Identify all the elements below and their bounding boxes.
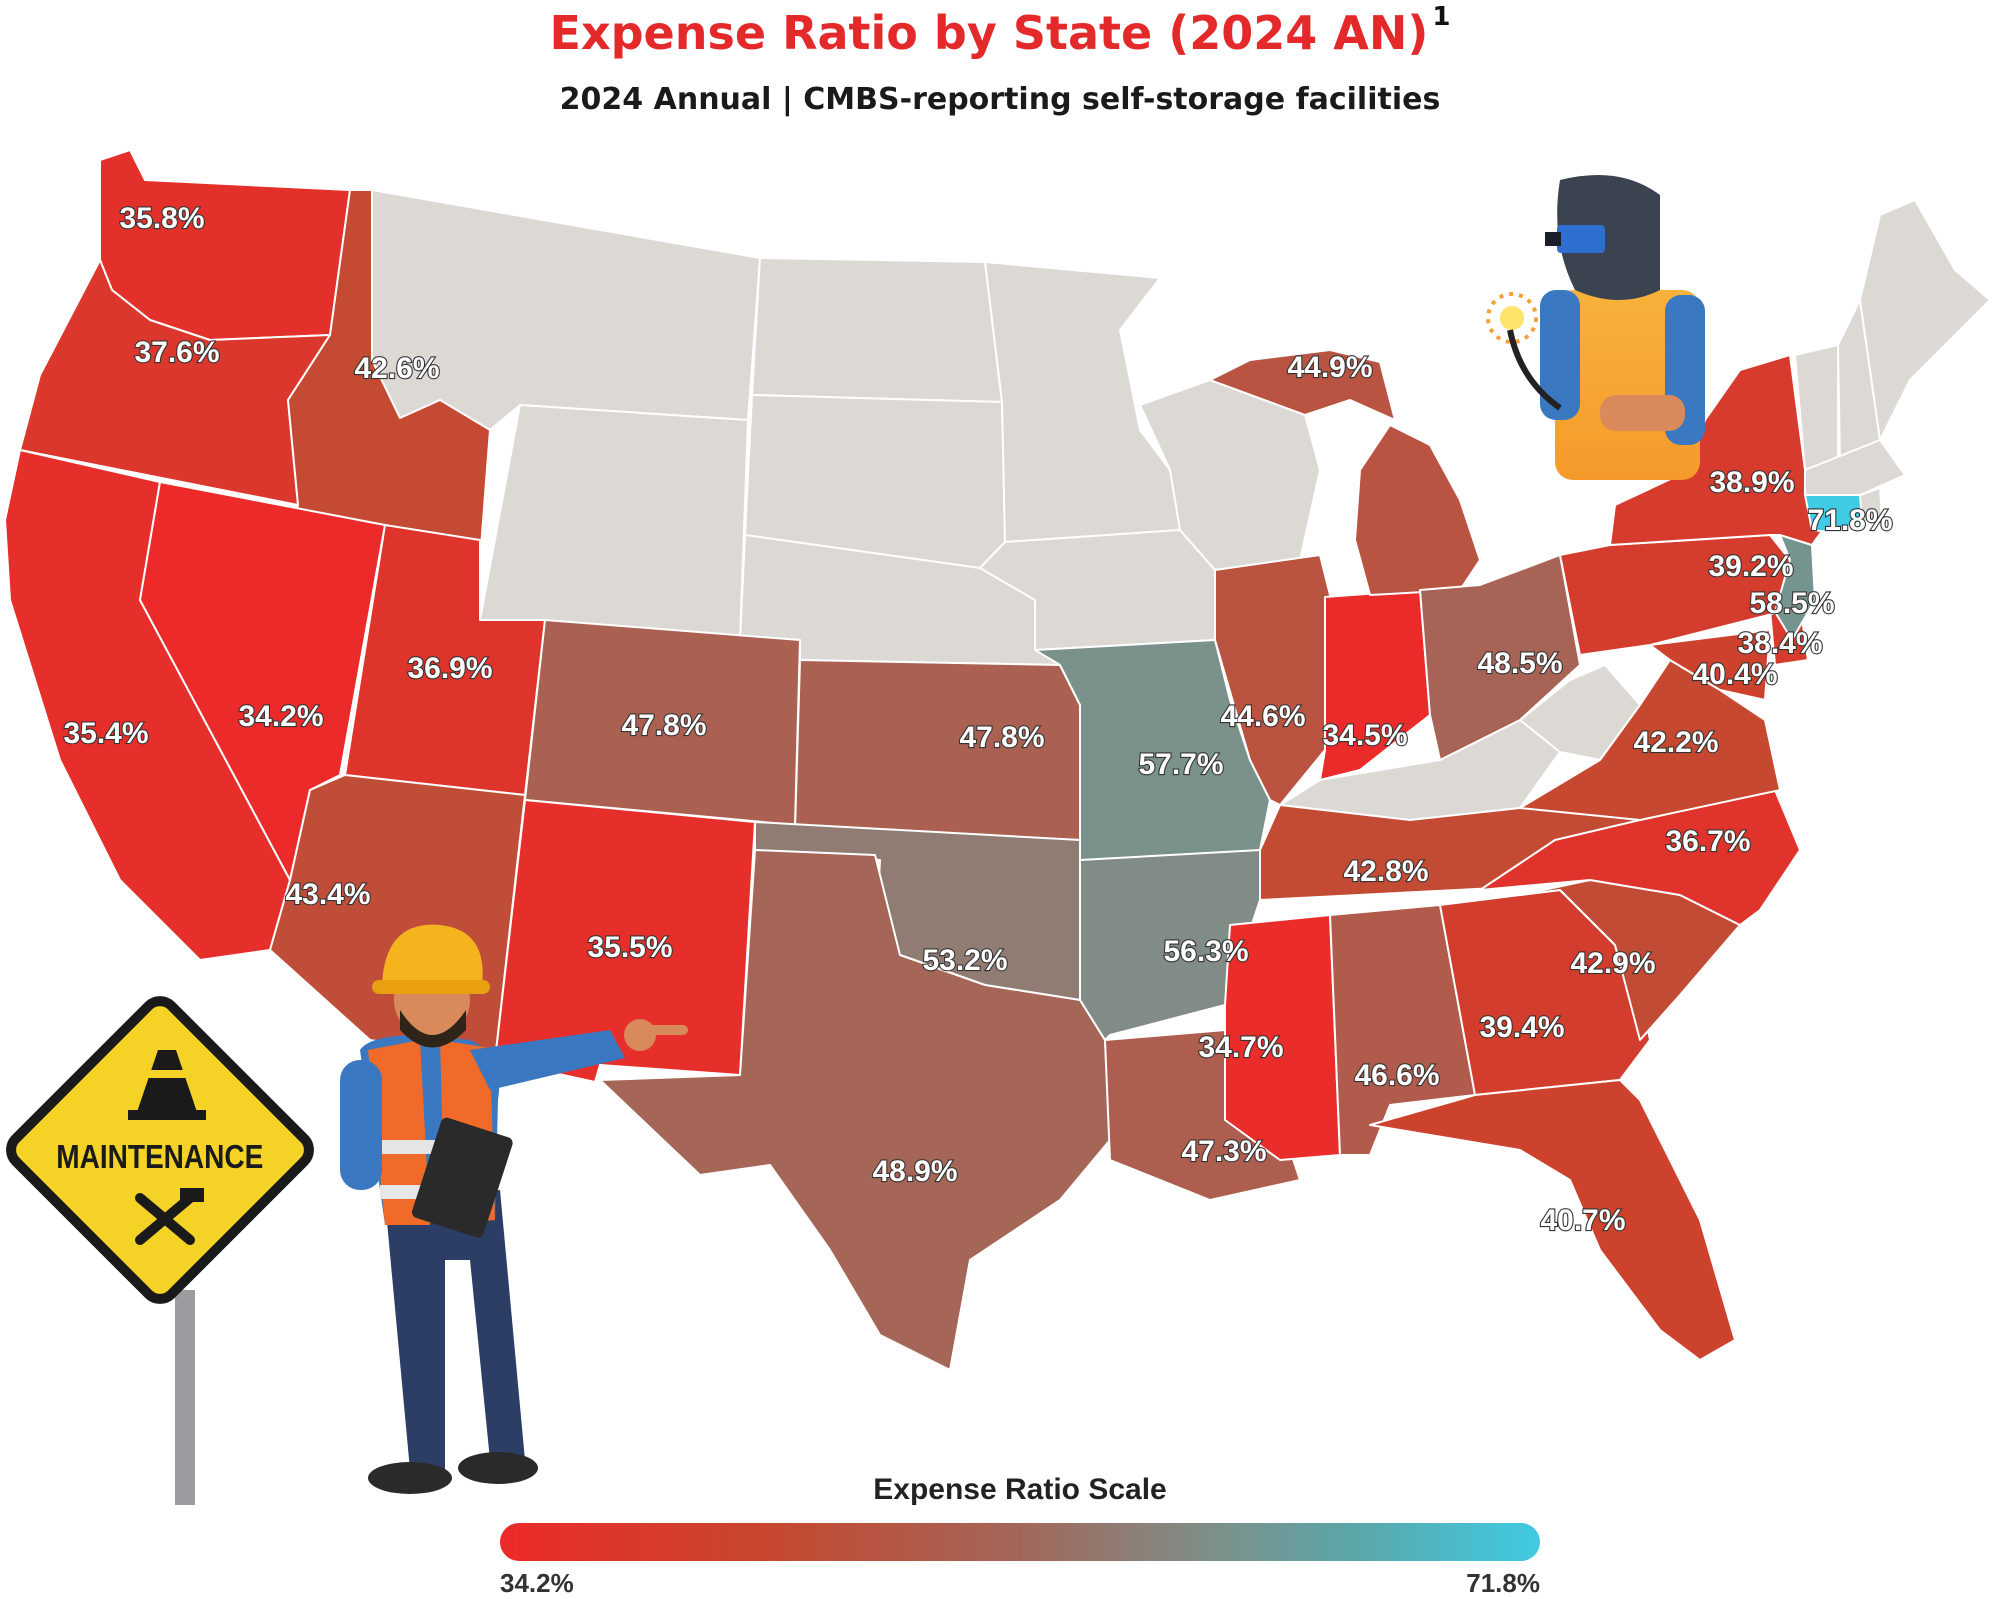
label-IN: 34.5% (1322, 719, 1407, 752)
state-ME (1859, 199, 1991, 441)
label-UT: 36.9% (407, 652, 492, 685)
label-MS: 34.7% (1198, 1031, 1283, 1064)
label-OR: 37.6% (134, 336, 219, 369)
label-NV: 34.2% (238, 700, 323, 733)
label-ID: 42.6% (354, 352, 439, 385)
state-FL[interactable] (1369, 1079, 1736, 1361)
state-ID[interactable] (287, 189, 491, 561)
label-AR: 56.3% (1163, 935, 1248, 968)
map-title-text: Expense Ratio by State (2024 AN) (549, 6, 1429, 60)
maintenance-sign: MAINTENANCE (6, 996, 314, 1505)
state-MD[interactable] (1649, 629, 1771, 701)
state-MI[interactable] (1209, 349, 1481, 596)
label-DE: 38.4% (1737, 627, 1822, 660)
state-OH[interactable] (1419, 554, 1581, 761)
no-data-states (371, 189, 1991, 821)
label-TN: 42.8% (1343, 855, 1428, 888)
label-NC: 36.7% (1665, 825, 1750, 858)
label-MD: 40.4% (1692, 658, 1777, 691)
label-AZ: 43.4% (285, 878, 370, 911)
label-TX: 48.9% (872, 1155, 957, 1188)
state-TX[interactable] (599, 849, 1111, 1371)
label-CA: 35.4% (63, 717, 148, 750)
label-MI: 44.9% (1287, 351, 1372, 384)
label-LA: 47.3% (1181, 1135, 1266, 1168)
state-AZ[interactable] (269, 774, 526, 1061)
label-PA: 39.2% (1708, 550, 1793, 583)
label-NJ: 58.5% (1749, 587, 1834, 620)
state-MT (371, 189, 761, 431)
scale-title: Expense Ratio Scale (873, 1473, 1167, 1506)
label-CT: 71.8% (1807, 504, 1892, 537)
maintenance-sign-text: MAINTENANCE (56, 1139, 263, 1176)
state-labels: 35.8% 37.6% 42.6% 35.4% 34.2% 36.9% 43.4… (62, 201, 1893, 1238)
wrench-hammer-icon (135, 1188, 204, 1245)
label-CO: 47.8% (621, 709, 706, 742)
state-WY (479, 404, 749, 641)
label-NY: 38.9% (1709, 466, 1794, 499)
label-SC: 42.9% (1570, 947, 1655, 980)
state-NC[interactable] (1479, 789, 1801, 926)
traffic-cone-icon (136, 1050, 198, 1115)
label-VA: 42.2% (1633, 726, 1718, 759)
label-WA: 35.8% (119, 202, 204, 235)
worker-illustration (340, 924, 688, 1494)
map-subtitle: 2024 Annual | CMBS-reporting self-storag… (559, 82, 1441, 117)
label-NM: 35.5% (587, 931, 672, 964)
label-OH: 48.5% (1477, 647, 1562, 680)
state-ND (751, 257, 1003, 403)
welder-illustration (1486, 175, 1705, 480)
state-CT[interactable] (1804, 494, 1863, 533)
label-OK: 53.2% (922, 944, 1007, 977)
label-KS: 47.8% (959, 721, 1044, 754)
label-MO: 57.7% (1138, 748, 1223, 781)
label-GA: 39.4% (1479, 1011, 1564, 1044)
label-FL: 40.7% (1540, 1204, 1625, 1237)
scale-gradient-bar (500, 1523, 1540, 1561)
map-title: Expense Ratio by State (2024 AN) 1 (0, 2, 2000, 60)
label-AL: 46.6% (1354, 1059, 1439, 1092)
label-IL: 44.6% (1220, 700, 1305, 733)
footnote-marker: 1 (1432, 2, 1451, 32)
